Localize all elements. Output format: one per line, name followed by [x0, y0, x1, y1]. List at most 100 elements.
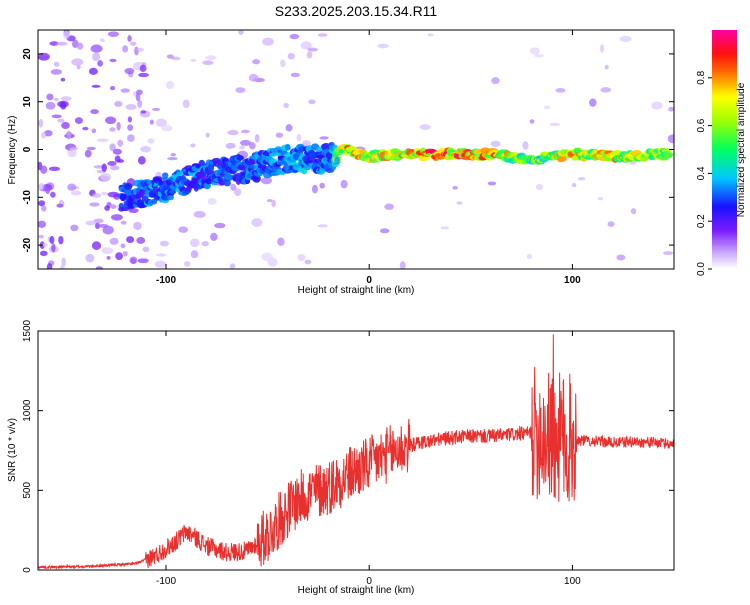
heatmap-cell: [600, 87, 612, 93]
heatmap-cell: [70, 224, 79, 232]
heatmap-cell: [107, 31, 120, 38]
spectrogram-y-tick-label: -20: [22, 237, 33, 252]
heatmap-cell: [619, 35, 632, 42]
heatmap-cell: [127, 124, 134, 131]
heatmap-cell: [99, 38, 105, 43]
heatmap-cell: [49, 41, 59, 46]
colorbar-label: Normalized spectral amplitude: [736, 82, 747, 217]
heatmap-cell: [218, 179, 226, 186]
heatmap-cell: [251, 218, 263, 227]
heatmap-cell: [92, 193, 102, 198]
heatmap-cell: [205, 55, 217, 61]
heatmap-cell: [91, 128, 97, 134]
heatmap-cell: [115, 252, 123, 261]
heatmap-cell: [261, 252, 273, 262]
heatmap-cell: [97, 60, 103, 67]
heatmap-cell: [106, 256, 111, 260]
heatmap-cell: [82, 126, 89, 131]
heatmap-cell: [45, 185, 51, 195]
figure-title: S233.2025.203.15.34.R11: [275, 3, 438, 19]
heatmap-cell: [154, 260, 167, 268]
heatmap-cell: [490, 140, 501, 147]
heatmap-cell: [129, 256, 138, 265]
heatmap-cell: [171, 56, 181, 61]
heatmap-cell: [44, 129, 53, 137]
spectrogram-y-tick-label: -10: [22, 190, 33, 205]
heatmap-cell: [239, 139, 252, 146]
heatmap-cell: [110, 86, 116, 91]
heatmap-cell: [122, 45, 129, 53]
heatmap-cell: [86, 146, 96, 151]
heatmap-cell: [147, 138, 155, 144]
heatmap-cell: [136, 47, 145, 52]
snr-y-tick-label: 1500: [22, 319, 33, 342]
heatmap-cell: [100, 172, 112, 182]
heatmap-cell: [117, 159, 124, 163]
heatmap-cell: [89, 202, 100, 207]
heatmap-cell: [440, 226, 450, 230]
heatmap-cell: [92, 52, 101, 62]
heatmap-cell: [190, 58, 197, 62]
heatmap-cell: [117, 139, 124, 147]
heatmap-cell: [271, 199, 276, 208]
heatmap-cell: [63, 30, 70, 39]
heatmap-cell: [88, 67, 98, 75]
heatmap-cell: [120, 243, 126, 249]
heatmap-cell: [127, 134, 135, 142]
heatmap-cell: [161, 125, 173, 132]
snr-x-tick-label: -100: [156, 576, 176, 587]
heatmap-cell: [39, 250, 48, 257]
heatmap-cell: [167, 194, 175, 201]
heatmap-cell: [116, 121, 121, 131]
heatmap-cell: [399, 261, 406, 269]
heatmap-cell: [152, 107, 161, 111]
snr-x-ticks: -100 0 100: [156, 331, 581, 587]
heatmap-cell: [319, 182, 326, 189]
heatmap-cell: [304, 259, 312, 265]
heatmap-cell: [577, 176, 586, 181]
colorbar-tick-label: 0.2: [696, 214, 707, 228]
heatmap-cell: [266, 198, 273, 203]
heatmap-cell: [58, 235, 64, 245]
heatmap-cell: [170, 152, 176, 157]
heatmap-cell: [230, 183, 237, 191]
heatmap-cell: [46, 93, 54, 101]
spectrogram-heatmap: [38, 30, 674, 269]
heatmap-cell: [224, 173, 234, 181]
heatmap-cell: [229, 263, 236, 269]
heatmap-cell: [311, 184, 318, 194]
spectrogram-y-ticks: -20 -10 0 10 20: [22, 48, 674, 252]
snr-y-label: SNR (10 * v/v): [7, 418, 18, 482]
heatmap-cell: [169, 189, 177, 195]
heatmap-cell: [235, 87, 246, 93]
heatmap-cell: [225, 142, 236, 149]
heatmap-cell: [38, 234, 45, 239]
heatmap-cell: [277, 237, 285, 247]
heatmap-cell: [317, 224, 328, 228]
heatmap-cell: [275, 132, 284, 138]
heatmap-cell: [452, 186, 458, 190]
heatmap-cell: [112, 148, 122, 155]
heatmap-cell: [190, 143, 196, 148]
colorbar-tick-label: 0.4: [696, 166, 707, 180]
heatmap-cell: [98, 223, 109, 228]
heatmap-cell: [84, 149, 92, 158]
heatmap-cell: [129, 41, 137, 46]
heatmap-cell: [48, 166, 61, 172]
heatmap-cell: [91, 84, 101, 88]
heatmap-cell: [67, 183, 77, 191]
heatmap-cell: [41, 131, 47, 139]
heatmap-cell: [137, 258, 149, 264]
snr-series-line: [38, 334, 674, 570]
heatmap-cell: [239, 145, 245, 150]
heatmap-cell: [95, 266, 104, 269]
heatmap-cell: [296, 133, 302, 142]
heatmap-cell: [178, 226, 189, 233]
snr-y-tick-label: 0: [22, 567, 33, 573]
heatmap-cell: [491, 77, 500, 85]
heatmap-cell: [616, 254, 626, 261]
heatmap-cell: [206, 170, 216, 175]
heatmap-cell: [297, 254, 306, 261]
spectrogram-y-tick-label: 10: [22, 96, 33, 108]
